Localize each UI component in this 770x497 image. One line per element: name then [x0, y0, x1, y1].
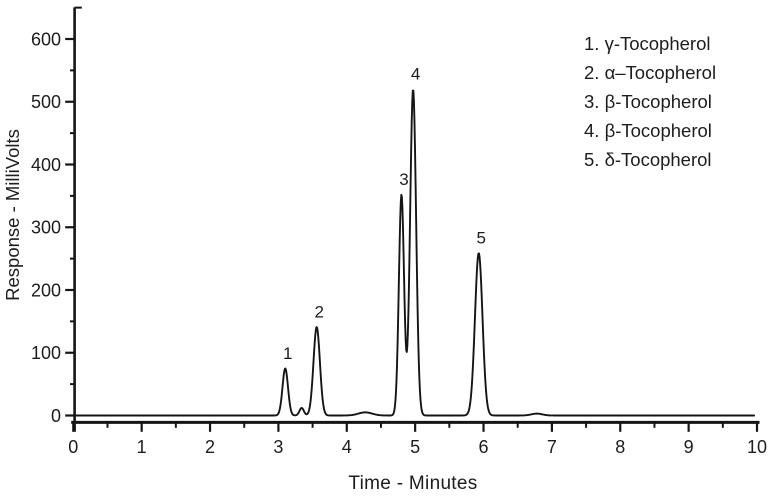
y-axis-tick-label: 500 [31, 92, 61, 112]
x-axis-tick-label: 1 [137, 437, 147, 457]
legend-item-2: 2. α–Tocopherol [584, 62, 717, 83]
x-axis-tick-label: 5 [410, 437, 420, 457]
y-axis-tick-label: 600 [31, 29, 61, 49]
peak-label: 2 [314, 303, 323, 322]
chromatogram-trace [74, 89, 756, 417]
x-axis-tick-label: 9 [684, 437, 694, 457]
legend-item-1: 1. γ-Tocopherol [584, 33, 711, 54]
y-axis-tick-label: 200 [31, 280, 61, 300]
legend-item-4: 4. β-Tocopherol [584, 120, 712, 141]
x-axis-tick-label: 8 [615, 437, 625, 457]
legend-item-5: 5. δ-Tocopherol [584, 149, 712, 170]
y-axis-tick-label: 0 [51, 406, 61, 426]
y-axis-tick-label: 400 [31, 155, 61, 175]
x-axis-tick-label: 3 [273, 437, 283, 457]
peak-label: 3 [399, 170, 408, 189]
x-axis-title: Time - Minutes [348, 473, 477, 494]
x-axis-tick-label: 4 [342, 437, 352, 457]
x-axis-tick-label: 0 [68, 437, 78, 457]
y-axis-title: Response - MilliVolts [2, 129, 23, 301]
x-axis-tick-labels: 0 1 2 3 4 5 6 7 8 9 10 [68, 437, 767, 457]
legend-item-3: 3. β-Tocopherol [584, 91, 712, 112]
legend: 1. γ-Tocopherol 2. α–Tocopherol 3. β-Toc… [584, 29, 716, 174]
peak-number-labels: 1 2 3 4 5 [283, 65, 486, 363]
y-axis-tick-label: 300 [31, 218, 61, 238]
x-axis-tick-label: 2 [205, 437, 215, 457]
x-axis-tick-label: 6 [479, 437, 489, 457]
y-axis-major-ticks [65, 37, 75, 417]
y-axis-tick-label: 100 [31, 343, 61, 363]
y-axis-minor-ticks [70, 6, 82, 386]
x-axis-tick-label: 7 [547, 437, 557, 457]
peak-label: 4 [411, 65, 420, 84]
peak-label: 1 [283, 344, 292, 363]
x-axis-tick-label: 10 [747, 437, 767, 457]
y-axis-tick-labels: 0 100 200 300 400 500 600 [31, 29, 61, 426]
peak-label: 5 [476, 228, 485, 247]
